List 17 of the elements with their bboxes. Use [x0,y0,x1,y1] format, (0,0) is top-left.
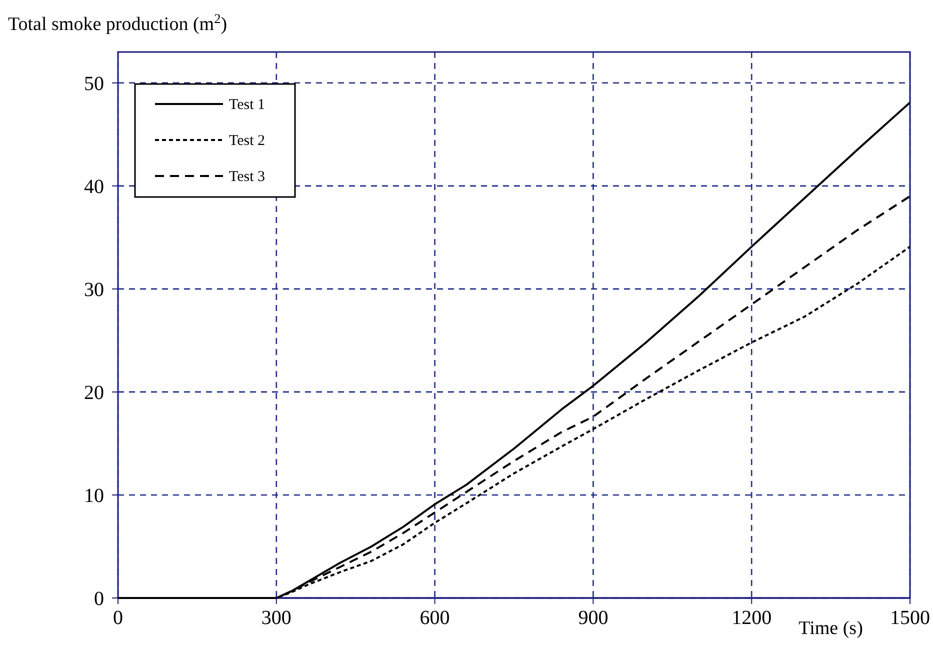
x-tick-label: 1200 [732,607,772,629]
y-tick-label: 20 [84,382,104,404]
x-tick-label: 1500 [890,607,930,629]
x-tick-label: 300 [261,607,292,629]
legend-label: Test 1 [229,97,266,113]
y-tick-label: 50 [84,72,104,95]
y-axis-title: Total smoke production (m$^{2}$) [8,10,228,35]
x-axis-title: Time (s) [798,618,863,639]
y-tick-label: 40 [84,176,104,198]
y-tick-label: 10 [84,484,104,507]
y-tick-label: 30 [84,278,104,301]
x-tick-label: 0 [113,607,123,629]
legend-label: Test 3 [229,169,266,185]
y-tick-label: 0 [94,588,104,610]
x-tick-label: 900 [578,607,608,629]
legend-label: Test 2 [229,133,266,149]
x-tick-label: 600 [420,607,450,629]
